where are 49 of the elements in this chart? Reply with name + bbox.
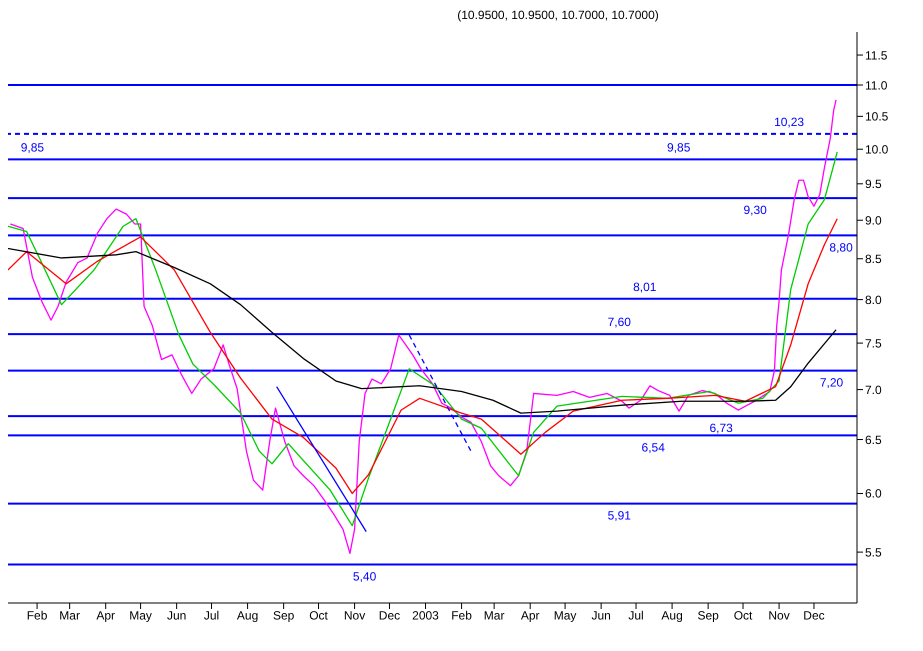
y-tick-label: 11.0	[865, 78, 888, 92]
x-tick-label: Jul	[628, 608, 644, 623]
x-tick-label: Mar	[484, 608, 504, 623]
ref-line-label: 8,01	[633, 280, 657, 294]
ref-line-label: 6,54	[642, 440, 666, 454]
ref-line-label: 9,85	[667, 140, 691, 154]
x-tick-label: Nov	[344, 608, 366, 623]
y-tick-label: 10.5	[865, 110, 889, 124]
x-tick-label: Aug	[661, 608, 683, 623]
chart-title: (10.9500, 10.9500, 10.7000, 10.7000)	[456, 8, 660, 22]
y-tick-label: 9.0	[865, 213, 882, 228]
x-tick-label: Apr	[96, 608, 116, 623]
ref-line-label: 5,40	[352, 569, 377, 584]
x-tick-label: Oct	[309, 608, 329, 623]
x-tick-label: May	[554, 608, 576, 623]
x-tick-label: Jun	[591, 608, 611, 623]
ref-line-label: 9,30	[743, 203, 768, 218]
x-tick-label: May	[129, 608, 152, 623]
x-tick-label: Dec	[803, 608, 825, 623]
y-tick-label: 11.5	[865, 48, 888, 62]
x-tick-label: Jul	[204, 608, 220, 623]
ref-line-label: 5,91	[608, 508, 632, 523]
y-tick-label: 6.5	[865, 432, 882, 447]
y-tick-label: 9.5	[865, 177, 882, 192]
x-tick-label: Dec	[378, 608, 400, 623]
y-tick-label: 7.0	[865, 382, 882, 397]
ref-line-label: 7,60	[608, 315, 632, 330]
x-tick-label: Mar	[59, 608, 80, 623]
annotation: 9,85	[20, 140, 44, 154]
y-tick-label: 7.5	[865, 336, 882, 350]
y-tick-label: 5.5	[865, 545, 882, 560]
ref-line-label: 10,23	[774, 114, 804, 129]
x-tick-label: Sep	[272, 608, 295, 623]
x-tick-label: 2003	[412, 608, 440, 623]
x-tick-label: Aug	[236, 608, 258, 623]
y-tick-label: 8.5	[865, 252, 882, 266]
x-tick-label: Feb	[26, 608, 48, 623]
y-tick-label: 10.0	[865, 142, 889, 156]
ref-line-label: 6,73	[709, 421, 734, 436]
ref-line-label: 8,80	[829, 240, 854, 254]
x-tick-label: Sep	[697, 608, 720, 623]
x-tick-label: Feb	[451, 608, 472, 623]
x-tick-label: Oct	[734, 608, 754, 623]
ref-line-label: 7,20	[820, 376, 844, 390]
x-tick-label: Apr	[520, 608, 540, 623]
y-tick-label: 8.0	[865, 292, 882, 307]
y-tick-label: 6.0	[865, 486, 882, 501]
x-tick-label: Jun	[166, 608, 186, 623]
x-tick-label: Nov	[768, 608, 790, 623]
